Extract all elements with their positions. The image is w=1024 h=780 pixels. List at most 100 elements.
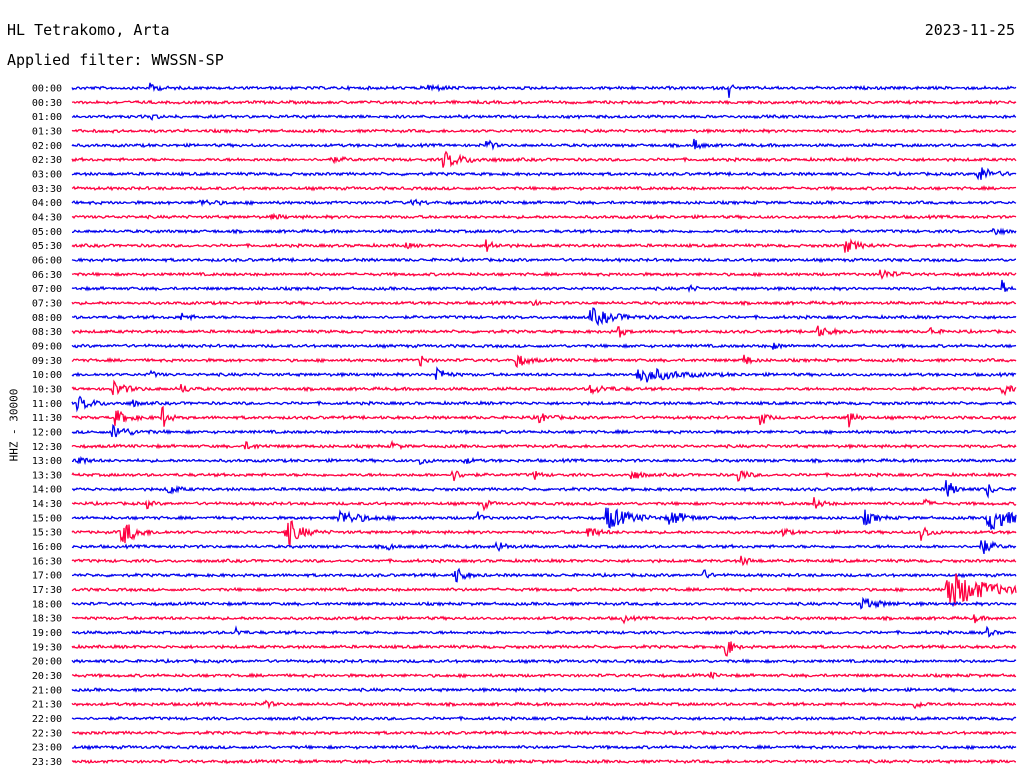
row-time-label: 11:30 bbox=[32, 413, 62, 424]
seismic-trace bbox=[71, 520, 1017, 547]
seismic-trace bbox=[71, 379, 1017, 397]
row-time-label: 10:00 bbox=[32, 370, 62, 381]
seismic-trace bbox=[71, 423, 1017, 438]
row-time-label: 00:00 bbox=[32, 84, 62, 95]
row-time-label: 19:30 bbox=[32, 642, 62, 653]
seismic-trace bbox=[71, 758, 1016, 765]
row-time-label: 10:30 bbox=[32, 384, 62, 395]
row-time-label: 20:30 bbox=[32, 671, 62, 682]
seismic-trace bbox=[71, 366, 1017, 383]
row-time-label: 18:00 bbox=[32, 599, 62, 610]
seismic-trace bbox=[71, 540, 1017, 555]
seismic-trace bbox=[71, 127, 1017, 135]
seismic-trace bbox=[71, 743, 1017, 751]
seismic-trace bbox=[71, 395, 1017, 413]
row-time-label: 08:00 bbox=[32, 313, 62, 324]
seismic-trace bbox=[71, 507, 1017, 530]
row-time-label: 23:00 bbox=[32, 743, 62, 754]
seismic-trace bbox=[71, 82, 1017, 98]
row-time-label: 22:30 bbox=[32, 728, 62, 739]
seismic-trace bbox=[71, 342, 1017, 350]
row-time-label: 14:00 bbox=[32, 485, 62, 496]
row-time-label: 03:00 bbox=[32, 169, 62, 180]
row-time-label: 05:30 bbox=[32, 241, 62, 252]
row-time-label: 07:30 bbox=[32, 298, 62, 309]
seismic-trace bbox=[71, 641, 1017, 657]
row-time-label: 06:00 bbox=[32, 255, 62, 266]
row-time-label: 21:00 bbox=[32, 685, 62, 696]
station-title: HL Tetrakomo, Arta bbox=[7, 21, 170, 39]
seismic-trace bbox=[71, 686, 1017, 694]
seismic-trace bbox=[71, 596, 1017, 610]
seismic-trace bbox=[71, 354, 1017, 369]
seismic-trace bbox=[71, 699, 1017, 710]
row-time-label: 11:00 bbox=[32, 399, 62, 410]
row-time-label: 14:30 bbox=[32, 499, 62, 510]
row-time-label: 18:30 bbox=[32, 614, 62, 625]
row-time-label: 12:00 bbox=[32, 427, 62, 438]
seismic-trace bbox=[71, 497, 1017, 512]
seismic-trace bbox=[71, 99, 1017, 106]
row-time-label: 16:30 bbox=[32, 556, 62, 567]
date-label: 2023-11-25 bbox=[924, 21, 1015, 39]
row-time-label: 20:00 bbox=[32, 657, 62, 668]
seismic-trace bbox=[71, 256, 1017, 264]
row-time-label: 00:30 bbox=[32, 98, 62, 109]
row-time-label: 06:30 bbox=[32, 270, 62, 281]
row-time-label: 05:00 bbox=[32, 227, 62, 238]
filter-label: Applied filter: WWSSN-SP bbox=[7, 51, 224, 69]
seismic-trace bbox=[71, 439, 1017, 451]
row-time-label: 09:00 bbox=[32, 341, 62, 352]
seismic-trace bbox=[72, 455, 1017, 466]
seismic-trace bbox=[71, 657, 1017, 665]
row-time-label: 15:30 bbox=[32, 528, 62, 539]
seismic-trace bbox=[71, 469, 1017, 482]
seismic-trace bbox=[71, 480, 1017, 499]
row-time-label: 07:00 bbox=[32, 284, 62, 295]
seismic-trace bbox=[71, 198, 1017, 208]
seismic-trace bbox=[71, 715, 1017, 722]
row-time-label: 21:30 bbox=[32, 700, 62, 711]
seismic-trace bbox=[71, 729, 1017, 736]
row-time-label: 13:00 bbox=[32, 456, 62, 467]
row-time-label: 01:00 bbox=[32, 112, 62, 123]
row-time-label: 03:30 bbox=[32, 184, 62, 195]
row-time-label: 17:00 bbox=[32, 571, 62, 582]
seismic-trace bbox=[71, 269, 1017, 280]
seismic-trace bbox=[71, 405, 1017, 428]
seismic-trace bbox=[71, 138, 1017, 151]
seismic-trace bbox=[71, 625, 1017, 638]
row-time-label: 19:00 bbox=[32, 628, 62, 639]
seismic-trace bbox=[71, 113, 1017, 121]
seismic-trace bbox=[71, 567, 1017, 583]
row-time-label: 01:30 bbox=[32, 126, 62, 137]
seismic-trace bbox=[71, 238, 1017, 253]
row-time-label: 23:30 bbox=[32, 757, 62, 768]
seismic-trace bbox=[71, 185, 1017, 192]
seismic-trace bbox=[71, 555, 1017, 567]
row-time-label: 04:30 bbox=[32, 212, 62, 223]
seismic-trace bbox=[71, 325, 1017, 338]
seismic-trace bbox=[71, 167, 1017, 181]
row-time-label: 16:00 bbox=[32, 542, 62, 553]
seismic-trace bbox=[71, 298, 1017, 307]
row-time-label: 08:30 bbox=[32, 327, 62, 338]
seismic-trace bbox=[71, 671, 1017, 680]
row-time-label: 09:30 bbox=[32, 356, 62, 367]
row-time-label: 17:30 bbox=[32, 585, 62, 596]
seismic-trace bbox=[71, 150, 1017, 168]
row-time-label: 02:30 bbox=[32, 155, 62, 166]
seismic-trace bbox=[71, 573, 1017, 606]
seismic-trace bbox=[71, 307, 1017, 327]
row-time-label: 12:30 bbox=[32, 442, 62, 453]
row-time-label: 15:00 bbox=[32, 513, 62, 524]
row-time-label: 13:30 bbox=[32, 470, 62, 481]
row-time-label: 04:00 bbox=[32, 198, 62, 209]
row-time-label: 22:00 bbox=[32, 714, 62, 725]
seismic-trace bbox=[71, 614, 1017, 625]
seismic-trace bbox=[71, 279, 1017, 293]
seismic-trace bbox=[71, 212, 1017, 221]
row-time-label: 02:00 bbox=[32, 141, 62, 152]
seismic-trace bbox=[72, 227, 1017, 236]
